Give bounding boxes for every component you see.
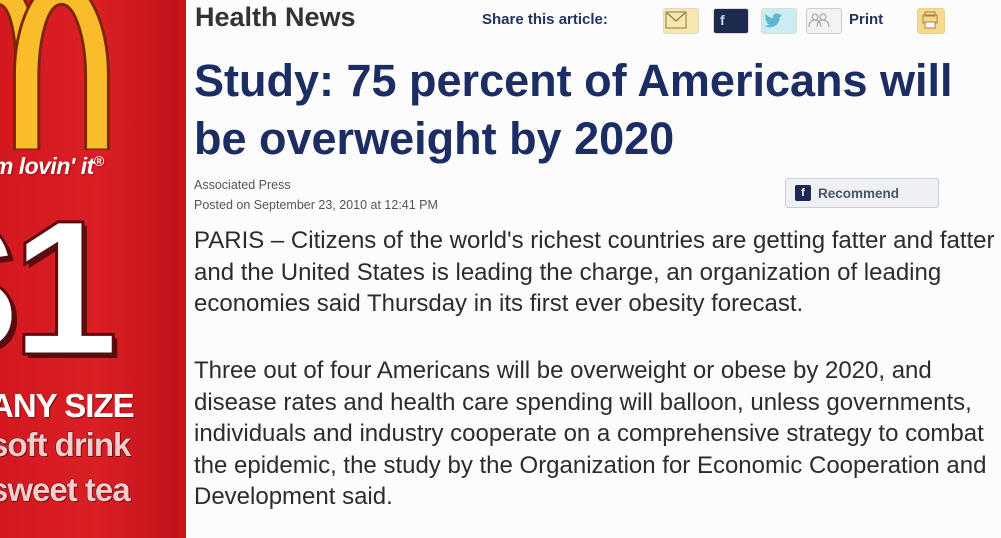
svg-text:f: f bbox=[720, 12, 725, 28]
